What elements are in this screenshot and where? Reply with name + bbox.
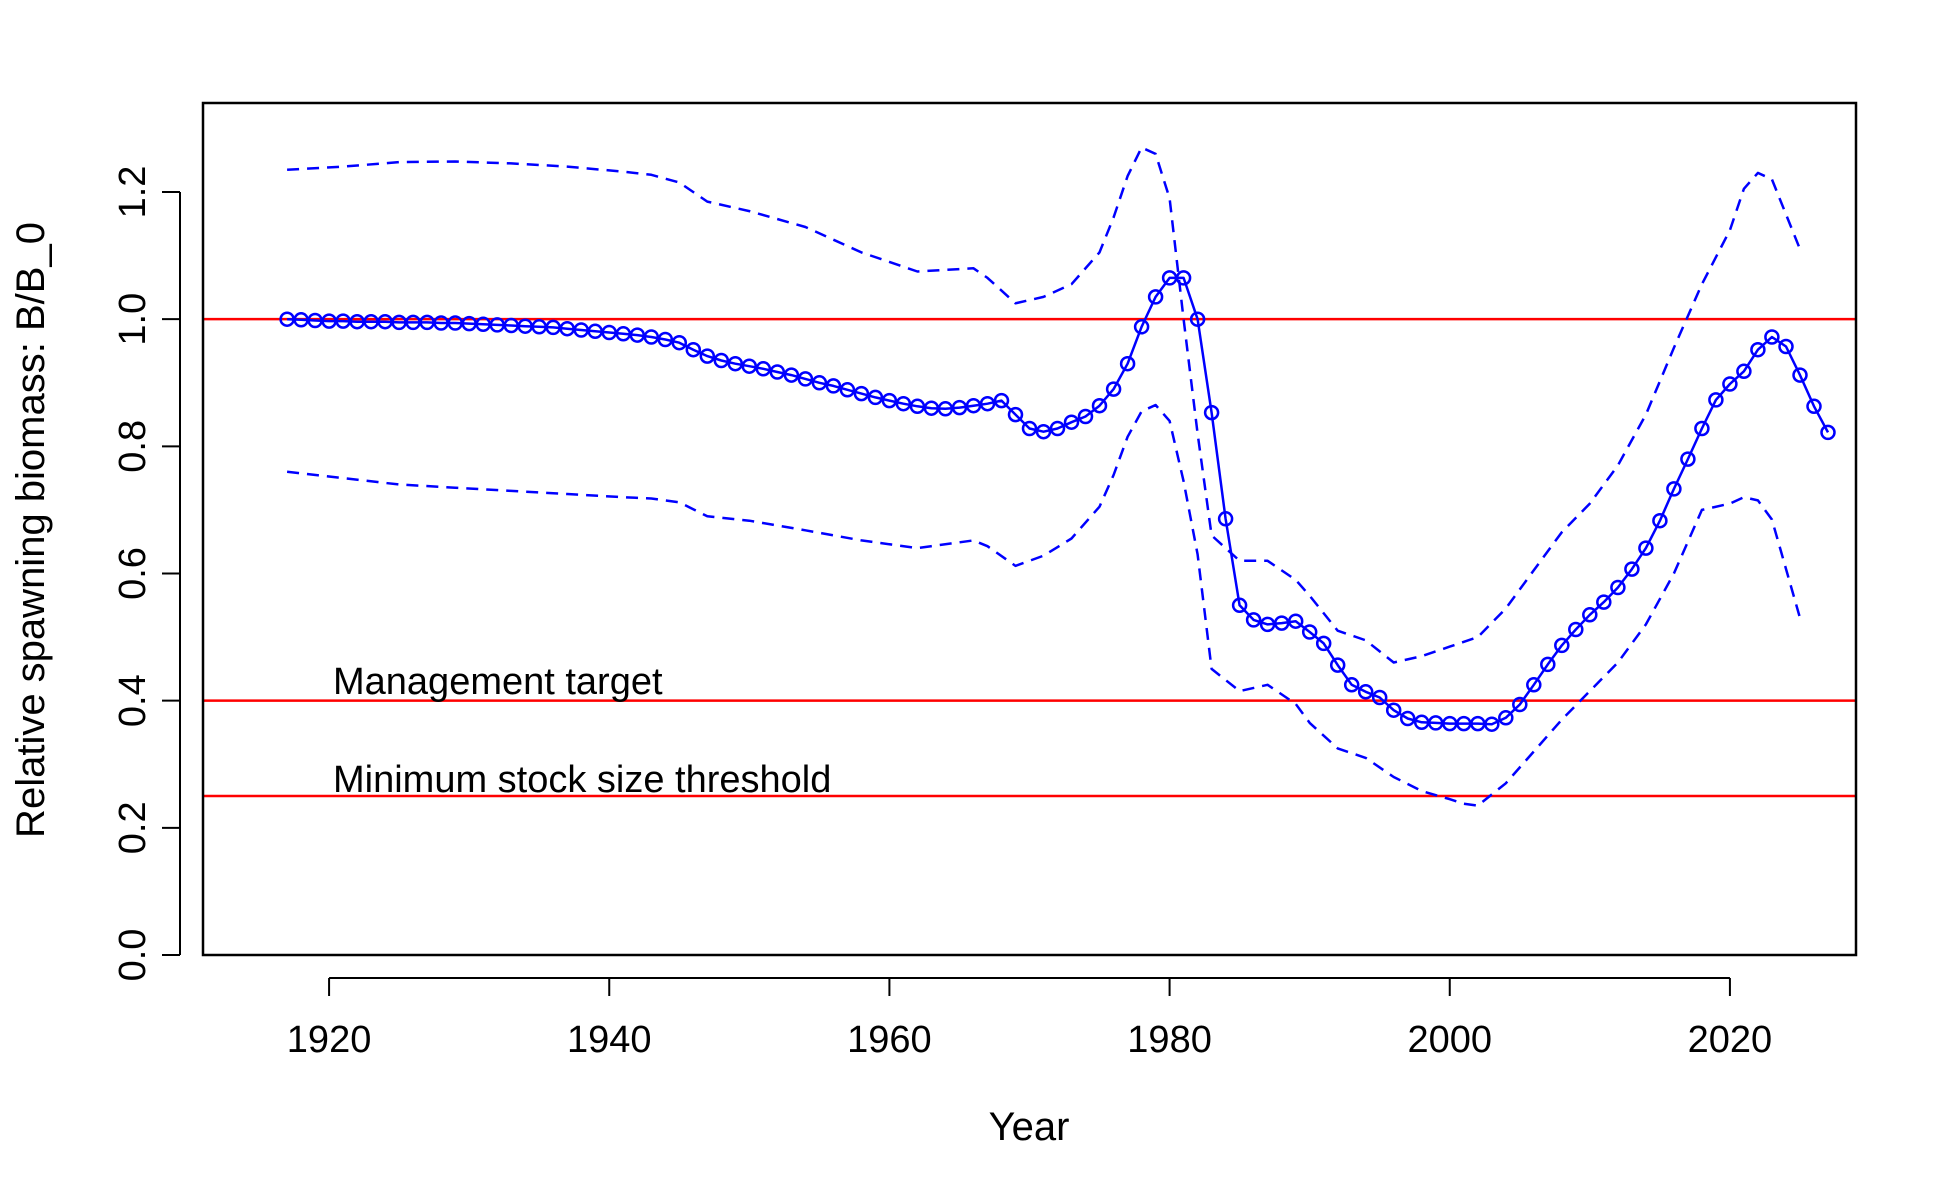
plot-frame bbox=[201, 101, 1858, 957]
x-tick-label: 2000 bbox=[1407, 1019, 1492, 1061]
y-axis: 0.0 0.2 0.4 0.6 0.8 1.0 1.2 bbox=[112, 166, 181, 982]
y-axis-title: Relative spawning biomass: B/B_0 bbox=[9, 222, 53, 838]
y-tick-label: 1.2 bbox=[112, 166, 154, 219]
series-1-line bbox=[287, 146, 1802, 664]
data-point bbox=[1484, 716, 1500, 732]
data-point bbox=[1007, 406, 1024, 423]
data-point bbox=[1231, 597, 1248, 614]
data-point bbox=[1820, 424, 1836, 441]
data-point bbox=[1133, 319, 1150, 335]
data-point bbox=[1329, 657, 1346, 673]
data-point bbox=[1315, 635, 1332, 652]
data-point bbox=[1610, 579, 1626, 596]
data-point bbox=[1750, 341, 1766, 358]
data-point bbox=[1582, 607, 1598, 623]
data-point bbox=[1175, 270, 1192, 286]
data-point bbox=[1652, 512, 1668, 529]
data-point bbox=[1371, 689, 1388, 706]
data-point bbox=[727, 355, 744, 372]
data-point bbox=[1722, 376, 1738, 392]
plot-marks bbox=[203, 146, 1856, 807]
management-target-label: Management target bbox=[333, 661, 663, 703]
y-tick-label: 0.0 bbox=[112, 929, 154, 982]
data-point bbox=[867, 389, 884, 406]
data-point bbox=[657, 331, 674, 348]
data-point bbox=[1343, 677, 1360, 693]
data-point bbox=[1778, 338, 1794, 355]
x-axis: 1920 1940 1960 1980 2000 2020 bbox=[287, 977, 1773, 1061]
data-point bbox=[1736, 363, 1752, 380]
x-tick-label: 1980 bbox=[1127, 1019, 1212, 1061]
data-point bbox=[895, 395, 912, 412]
data-point bbox=[741, 358, 758, 374]
y-tick-label: 0.2 bbox=[112, 801, 154, 854]
data-point bbox=[713, 352, 730, 369]
data-point bbox=[1189, 311, 1206, 327]
data-point bbox=[1245, 612, 1262, 628]
data-point bbox=[1105, 381, 1122, 397]
data-point bbox=[1063, 414, 1080, 430]
data-point bbox=[1498, 710, 1514, 726]
data-point bbox=[1680, 451, 1696, 467]
data-point bbox=[643, 329, 660, 345]
data-point bbox=[1764, 329, 1780, 345]
data-point bbox=[783, 367, 800, 383]
min-stock-threshold-label: Minimum stock size threshold bbox=[333, 759, 831, 801]
data-point bbox=[839, 382, 856, 398]
data-point bbox=[1217, 511, 1234, 527]
x-tick-label: 1940 bbox=[567, 1019, 652, 1061]
y-tick-label: 0.6 bbox=[112, 547, 154, 600]
data-point bbox=[1119, 355, 1136, 372]
data-point bbox=[1624, 561, 1640, 577]
data-point bbox=[881, 392, 898, 409]
data-point bbox=[797, 371, 814, 387]
data-point bbox=[685, 341, 702, 358]
data-point bbox=[1077, 408, 1094, 425]
data-point bbox=[1638, 540, 1654, 556]
data-point bbox=[811, 375, 828, 391]
x-axis-title: Year bbox=[989, 1105, 1070, 1149]
data-point bbox=[825, 378, 842, 394]
series-2-line bbox=[286, 403, 1802, 807]
data-point bbox=[1147, 289, 1164, 305]
data-point bbox=[1091, 397, 1108, 414]
data-point bbox=[1203, 404, 1220, 421]
data-point bbox=[979, 395, 996, 412]
x-tick-label: 2020 bbox=[1688, 1019, 1773, 1061]
data-point bbox=[1792, 367, 1808, 383]
data-point bbox=[1399, 710, 1416, 727]
data-point bbox=[1021, 420, 1038, 437]
data-point bbox=[1554, 637, 1570, 654]
data-point bbox=[1357, 684, 1374, 700]
data-point bbox=[769, 364, 786, 380]
data-point bbox=[1694, 420, 1710, 437]
data-point bbox=[1526, 677, 1542, 693]
data-point bbox=[853, 385, 870, 402]
y-tick-label: 1.0 bbox=[112, 293, 154, 346]
data-point bbox=[1385, 702, 1402, 718]
data-point bbox=[1806, 398, 1822, 415]
data-point bbox=[1540, 656, 1556, 673]
data-point bbox=[755, 361, 772, 377]
data-point bbox=[1287, 613, 1304, 629]
data-point bbox=[1049, 420, 1066, 437]
x-tick-label: 1920 bbox=[287, 1019, 372, 1061]
data-point bbox=[1708, 392, 1724, 408]
data-point bbox=[965, 397, 982, 414]
data-point bbox=[1596, 594, 1612, 610]
data-point bbox=[1568, 621, 1584, 638]
data-point bbox=[1512, 696, 1528, 713]
x-tick-label: 1960 bbox=[847, 1019, 932, 1061]
y-tick-label: 0.8 bbox=[112, 420, 154, 473]
data-point bbox=[993, 392, 1010, 409]
data-point bbox=[1035, 423, 1052, 440]
y-tick-label: 0.4 bbox=[112, 674, 154, 727]
data-point bbox=[699, 348, 716, 364]
data-point bbox=[1301, 624, 1318, 640]
data-point bbox=[1666, 481, 1682, 497]
data-point bbox=[671, 334, 688, 351]
